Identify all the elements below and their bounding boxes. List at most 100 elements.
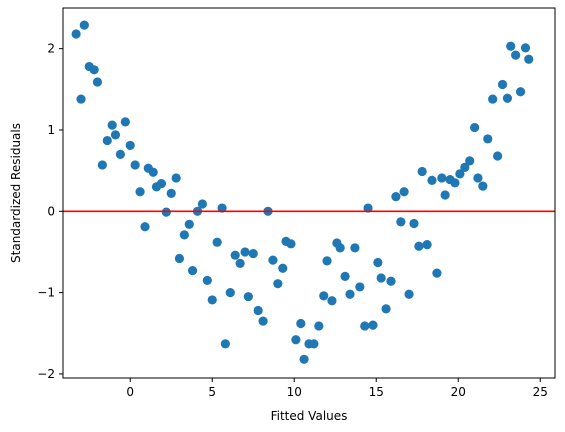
data-point-28: [197, 199, 207, 209]
data-point-99: [524, 54, 534, 64]
data-point-34: [225, 288, 235, 298]
data-point-8: [107, 120, 117, 130]
data-point-56: [327, 296, 337, 306]
y-tick-label: 2: [47, 42, 55, 56]
data-point-91: [488, 94, 498, 104]
plot-frame: [62, 7, 556, 379]
data-point-70: [391, 192, 401, 202]
data-point-95: [506, 41, 516, 51]
data-point-35: [230, 250, 240, 260]
data-point-9: [110, 130, 121, 140]
data-point-29: [202, 275, 212, 286]
data-point-14: [135, 187, 145, 197]
data-point-12: [125, 140, 135, 151]
data-point-89: [478, 181, 488, 191]
y-tick-label: 1: [47, 123, 55, 137]
data-point-77: [422, 240, 432, 250]
data-point-76: [417, 166, 427, 177]
data-point-25: [184, 219, 194, 229]
data-point-53: [314, 321, 324, 331]
scatter-points: [71, 20, 534, 364]
data-point-48: [291, 335, 301, 345]
data-point-23: [174, 253, 185, 264]
data-point-86: [465, 156, 475, 166]
data-point-66: [373, 257, 383, 268]
data-point-24: [179, 230, 189, 240]
data-point-71: [396, 217, 406, 227]
data-point-22: [171, 173, 181, 183]
data-point-20: [161, 207, 171, 217]
data-point-58: [335, 243, 345, 253]
data-point-68: [381, 304, 391, 314]
data-point-96: [511, 50, 521, 60]
data-point-80: [437, 173, 447, 183]
data-point-59: [340, 271, 350, 281]
x-tick-label: 15: [369, 385, 384, 399]
data-point-98: [520, 43, 531, 53]
data-point-88: [473, 173, 483, 183]
data-point-38: [243, 292, 253, 302]
data-point-90: [483, 134, 493, 144]
data-point-64: [363, 203, 373, 213]
data-point-67: [376, 273, 386, 283]
data-point-73: [404, 289, 414, 299]
data-point-60: [345, 289, 355, 299]
data-point-81: [440, 190, 450, 200]
data-point-85: [460, 162, 470, 172]
data-point-84: [455, 169, 465, 179]
data-point-37: [240, 247, 250, 257]
data-point-62: [355, 282, 365, 292]
data-point-43: [268, 255, 278, 265]
data-point-47: [286, 239, 296, 249]
data-point-54: [319, 291, 329, 301]
data-point-61: [350, 243, 360, 253]
x-tick-label: 25: [533, 385, 548, 399]
data-point-87: [470, 122, 480, 133]
data-point-40: [253, 305, 263, 316]
data-point-63: [360, 321, 370, 331]
data-point-69: [386, 276, 396, 286]
data-point-32: [217, 203, 227, 213]
data-point-5: [92, 77, 103, 87]
y-axis-ticks: −2 −1 0 1 2: [37, 42, 63, 381]
data-point-7: [102, 135, 112, 146]
data-point-6: [97, 160, 107, 170]
data-point-33: [220, 339, 230, 349]
x-axis-ticks: 0 5 10 15 20 25: [126, 378, 548, 399]
data-point-41: [258, 316, 268, 326]
y-tick-label: −2: [37, 367, 55, 381]
data-point-4: [89, 65, 99, 75]
data-point-31: [212, 237, 222, 247]
data-point-65: [368, 320, 378, 330]
data-point-15: [140, 222, 150, 232]
data-point-30: [207, 295, 217, 305]
data-point-93: [497, 79, 508, 90]
data-point-1: [79, 20, 89, 30]
data-point-55: [322, 256, 332, 266]
data-point-2: [76, 94, 86, 104]
data-point-13: [130, 160, 140, 170]
y-tick-label: 0: [47, 204, 55, 218]
data-point-44: [273, 279, 283, 289]
data-point-92: [493, 151, 503, 161]
data-point-26: [187, 266, 198, 276]
y-axis-label: Standardized Residuals: [9, 123, 23, 263]
data-point-11: [120, 117, 130, 127]
data-point-50: [299, 354, 309, 364]
data-point-78: [427, 175, 437, 185]
data-point-19: [156, 179, 166, 189]
data-point-94: [502, 93, 513, 103]
data-point-17: [148, 167, 158, 177]
x-axis-label: Fitted Values: [271, 409, 348, 423]
data-point-36: [235, 258, 245, 268]
data-point-79: [432, 268, 442, 278]
data-point-10: [115, 149, 125, 159]
data-point-97: [515, 87, 526, 97]
data-point-21: [166, 188, 176, 199]
x-tick-label: 5: [208, 385, 216, 399]
x-tick-label: 20: [451, 385, 466, 399]
data-point-39: [248, 248, 258, 259]
data-point-72: [399, 187, 409, 197]
data-point-83: [450, 178, 460, 188]
